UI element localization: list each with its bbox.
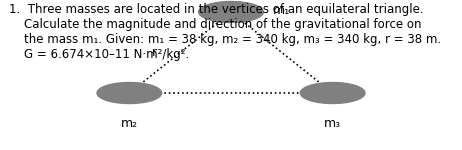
Text: m₃: m₃ — [324, 117, 341, 130]
Text: 1.  Three masses are located in the vertices of an equilateral triangle.
    Cal: 1. Three masses are located in the verti… — [9, 3, 441, 61]
Circle shape — [199, 2, 263, 22]
Text: r: r — [152, 46, 157, 59]
Text: m₂: m₂ — [121, 117, 138, 130]
Circle shape — [300, 82, 365, 103]
Text: m₁: m₁ — [273, 4, 290, 17]
Circle shape — [97, 82, 162, 103]
